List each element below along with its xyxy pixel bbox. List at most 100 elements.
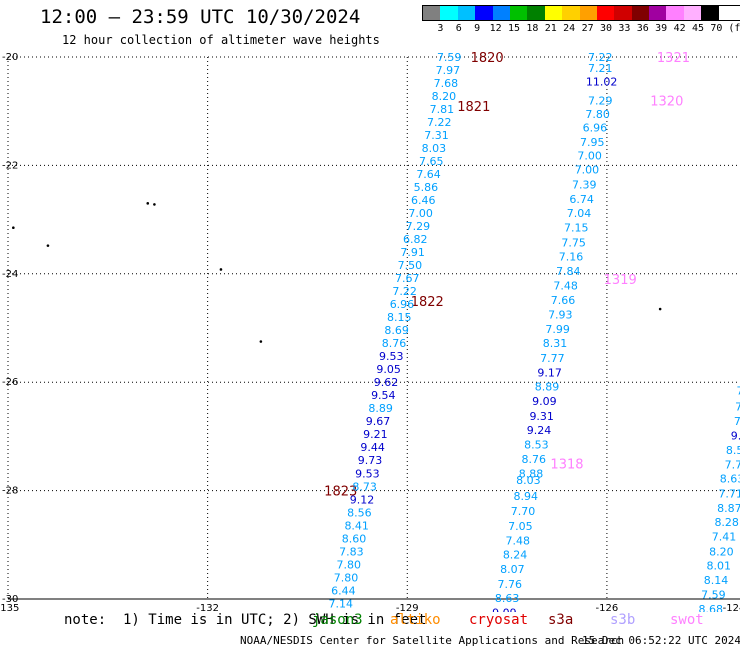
wave-height-label: 6.96	[583, 121, 608, 134]
wave-height-label: 7.50	[398, 259, 423, 272]
island-marker	[146, 202, 150, 205]
wave-height-label: 7.7	[725, 459, 740, 472]
legend-swatch	[423, 6, 441, 20]
wave-height-label: 9.53	[379, 350, 404, 363]
wave-height-label: 7.91	[400, 246, 425, 259]
island-marker	[153, 203, 156, 206]
wave-height-label: 8.68	[698, 603, 723, 612]
wave-height-label: 9.12	[350, 493, 375, 506]
footer-note: note: 1) Time is in UTC; 2) SWH is in fe…	[64, 612, 427, 628]
legend-tick-label: 9	[474, 23, 481, 34]
pass-number-label: 1823	[324, 485, 357, 500]
wave-height-label: 7.81	[430, 103, 455, 116]
wave-height-label: 7.39	[572, 178, 597, 191]
wave-height-label: 8.63	[720, 473, 740, 486]
island-marker	[658, 307, 662, 311]
wave-height-label: 8.56	[347, 506, 372, 519]
wave-height-label: 7.22	[392, 285, 417, 298]
pass-number-label: 1318	[550, 458, 583, 473]
wave-height-label: 7.00	[577, 150, 602, 163]
wave-height-label: 8.03	[516, 474, 541, 487]
pass-number-label: 1321	[657, 51, 690, 66]
wave-height-label: 8.89	[535, 381, 560, 394]
wave-height-label: 8.24	[503, 549, 528, 562]
wave-height-label: 6.74	[569, 193, 594, 206]
wave-height-label: 6.96	[390, 298, 415, 311]
wave-height-label: 8.87	[717, 502, 740, 515]
wave-height-label: 7.59	[701, 589, 726, 602]
legend-tick-label: 21	[544, 23, 557, 34]
legend-swatch	[527, 6, 545, 20]
legend-swatch	[457, 6, 476, 20]
wave-height-label: 7.64	[416, 168, 441, 181]
wave-height-label: 11.02	[586, 75, 618, 88]
legend-tick-label: 33	[618, 23, 631, 34]
legend-tick-label: 6	[455, 23, 462, 34]
wave-height-label: 8.31	[543, 337, 568, 350]
legend-tick-label: 24	[563, 23, 576, 34]
wave-height-label: 7.95	[580, 136, 605, 149]
legend-swatch	[666, 6, 684, 20]
wave-height-label: 7.70	[511, 505, 536, 518]
wave-height-label: 9.73	[358, 454, 383, 467]
mission-label-s3b: s3b	[610, 612, 636, 628]
wave-height-label: 9.31	[529, 410, 554, 423]
wave-height-label: 7.29	[588, 94, 613, 107]
wave-height-label: 9.21	[363, 428, 388, 441]
legend-swatch	[649, 6, 667, 20]
pass-number-label: 1319	[604, 273, 637, 288]
legend-swatch	[683, 6, 702, 20]
legend-swatch	[596, 6, 615, 20]
legend-swatch	[562, 6, 580, 20]
wave-height-label: 8.20	[709, 545, 734, 558]
wave-height-label: 7.65	[419, 155, 444, 168]
pass-number-label: 1822	[411, 295, 444, 310]
x-tick-label: -129	[396, 603, 419, 612]
wave-height-label: 9.09	[492, 607, 517, 612]
wave-height-label: 8.07	[500, 563, 525, 576]
y-tick-label: -22	[2, 160, 18, 171]
credit-text: NOAA/NESDIS Center for Satellite Applica…	[240, 634, 625, 647]
legend-swatch	[475, 6, 493, 20]
wave-height-label: 8.88	[519, 467, 544, 480]
wave-height-label: 7	[735, 401, 740, 414]
legend-tick-label: 70	[710, 23, 723, 34]
wave-height-label: 7.97	[436, 64, 461, 77]
wave-height-label: 7.76	[498, 578, 523, 591]
pass-number-label: 1320	[650, 94, 683, 109]
y-tick-label: -20	[2, 52, 18, 63]
wave-height-label: 8.41	[344, 519, 369, 532]
legend-swatch	[544, 6, 563, 20]
wave-height-label: 7.00	[408, 207, 433, 220]
pass-number-label: 1821	[457, 100, 490, 115]
legend-swatch	[579, 6, 597, 20]
wave-height-label: 7.00	[575, 164, 600, 177]
legend-unit: (ft)	[728, 23, 740, 34]
wave-height-label: 8.5	[726, 444, 740, 457]
wave-height-label: 7.15	[564, 222, 589, 235]
page-title: 12:00 — 23:59 UTC 10/30/2024	[40, 6, 361, 28]
wave-height-label: 8.76	[382, 337, 407, 350]
legend-tick-label: 12	[489, 23, 502, 34]
island-marker	[259, 340, 263, 343]
y-tick-label: -26	[2, 377, 18, 388]
wave-height-label: 8.76	[521, 453, 546, 466]
wave-height-label: 9.62	[374, 376, 399, 389]
wave-height-label: 7.80	[585, 108, 610, 121]
wave-height-label: 9.67	[366, 415, 391, 428]
wave-height-label: 8.15	[387, 311, 412, 324]
wave-height-label: 9.44	[360, 441, 385, 454]
legend-swatch	[631, 6, 650, 20]
island-marker	[12, 226, 15, 230]
wave-height-label: 9.	[731, 429, 740, 442]
legend-swatch	[492, 6, 510, 20]
wave-height-label: 8.20	[432, 90, 457, 103]
wave-height-label: 8.03	[422, 142, 447, 155]
mission-label-altiko: altiko	[390, 612, 441, 628]
wave-height-label: 8.73	[352, 480, 377, 493]
mission-label-swot: swot	[670, 612, 704, 628]
wave-height-label: 7.68	[434, 77, 459, 90]
legend-swatch	[701, 6, 719, 20]
wave-height-label: 6.82	[403, 233, 428, 246]
mission-label-cryosat: cryosat	[469, 612, 529, 628]
